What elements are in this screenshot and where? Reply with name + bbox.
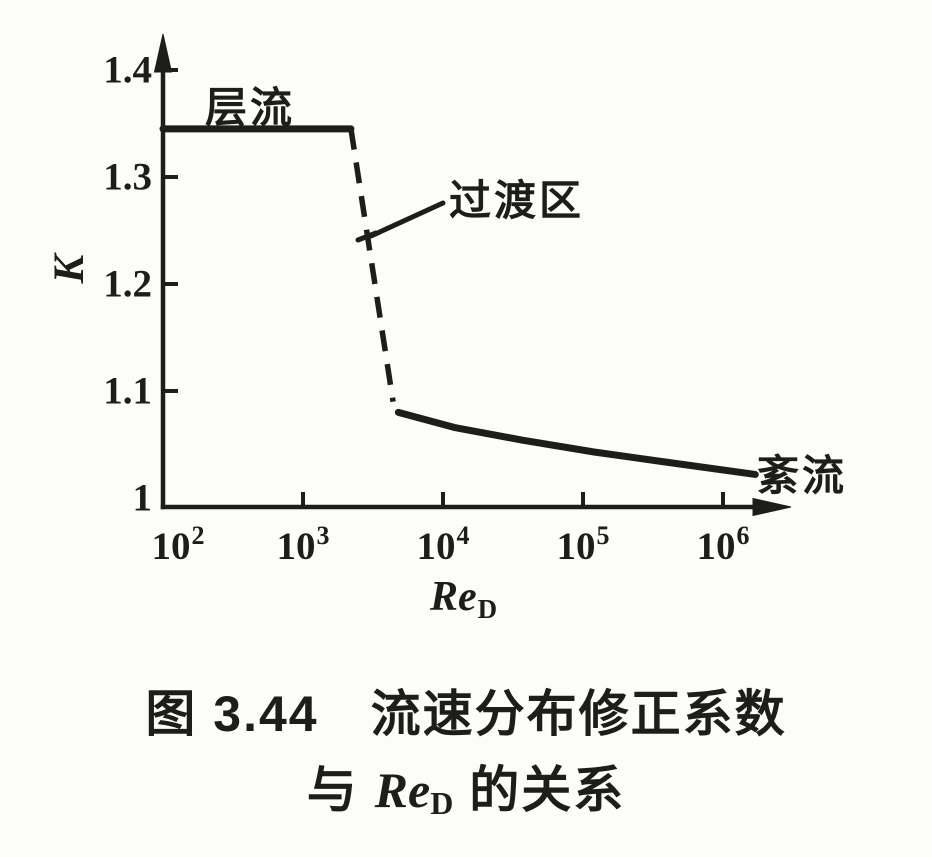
transition-leader-tick	[355, 230, 379, 243]
series-transition-line	[348, 128, 396, 403]
x-tick-exponent: 2	[191, 521, 205, 550]
tick-label-layer: 102 103 104 105 106 1 1.1 1.2 1.3 1.4	[103, 48, 750, 569]
x-tick-base: 10	[151, 525, 191, 568]
x-tick-label: 102	[152, 521, 205, 569]
x-tick-label: 105	[557, 521, 610, 569]
y-axis-label: K	[46, 254, 93, 284]
caption-line-2-re: Re	[374, 762, 431, 818]
y-tick-label: 1.2	[103, 262, 152, 306]
chart-area: 102 103 104 105 106 1 1.1 1.2 1.3 1.4 K ReD 层流 过渡…	[46, 33, 848, 625]
caption-line-2: 与 ReD 的关系	[0, 752, 932, 828]
x-axis-label: ReD	[430, 573, 497, 625]
y-tick-label: 1.3	[103, 155, 152, 199]
caption-line-2-subscript: D	[430, 785, 454, 821]
caption-line-2-prefix: 与	[306, 762, 375, 818]
y-tick-label: 1.1	[103, 369, 152, 413]
x-tick-base: 10	[556, 525, 596, 568]
x-tick-base: 10	[276, 525, 316, 568]
x-tick-exponent: 4	[456, 521, 470, 550]
x-axis-label-main: Re	[430, 574, 477, 620]
x-tick-exponent: 3	[316, 521, 330, 550]
x-tick-exponent: 6	[736, 521, 750, 550]
x-tick-base: 10	[416, 525, 456, 568]
series-turbulent-line	[394, 408, 759, 478]
x-tick-label: 103	[277, 521, 330, 569]
y-tick-label: 1.4	[103, 48, 152, 92]
plot-canvas	[153, 33, 792, 517]
y-tick-label: 1	[132, 476, 153, 520]
x-axis-arrow	[752, 497, 792, 517]
figure-caption: 图 3.44 流速分布修正系数 与 ReD 的关系	[0, 676, 932, 828]
transition-leader-line	[368, 200, 446, 239]
annotation-transition: 过渡区	[449, 177, 585, 224]
annotation-laminar: 层流	[205, 84, 296, 131]
x-tick-label: 106	[697, 521, 750, 569]
x-tick-label: 104	[417, 521, 470, 569]
x-axis-label-subscript: D	[477, 594, 498, 624]
caption-line-2-suffix: 的关系	[453, 762, 626, 818]
caption-line-1: 图 3.44 流速分布修正系数	[145, 686, 787, 742]
x-tick-base: 10	[696, 525, 736, 568]
annotation-turbulent: 紊流	[757, 452, 848, 499]
x-tick-exponent: 5	[596, 521, 610, 550]
